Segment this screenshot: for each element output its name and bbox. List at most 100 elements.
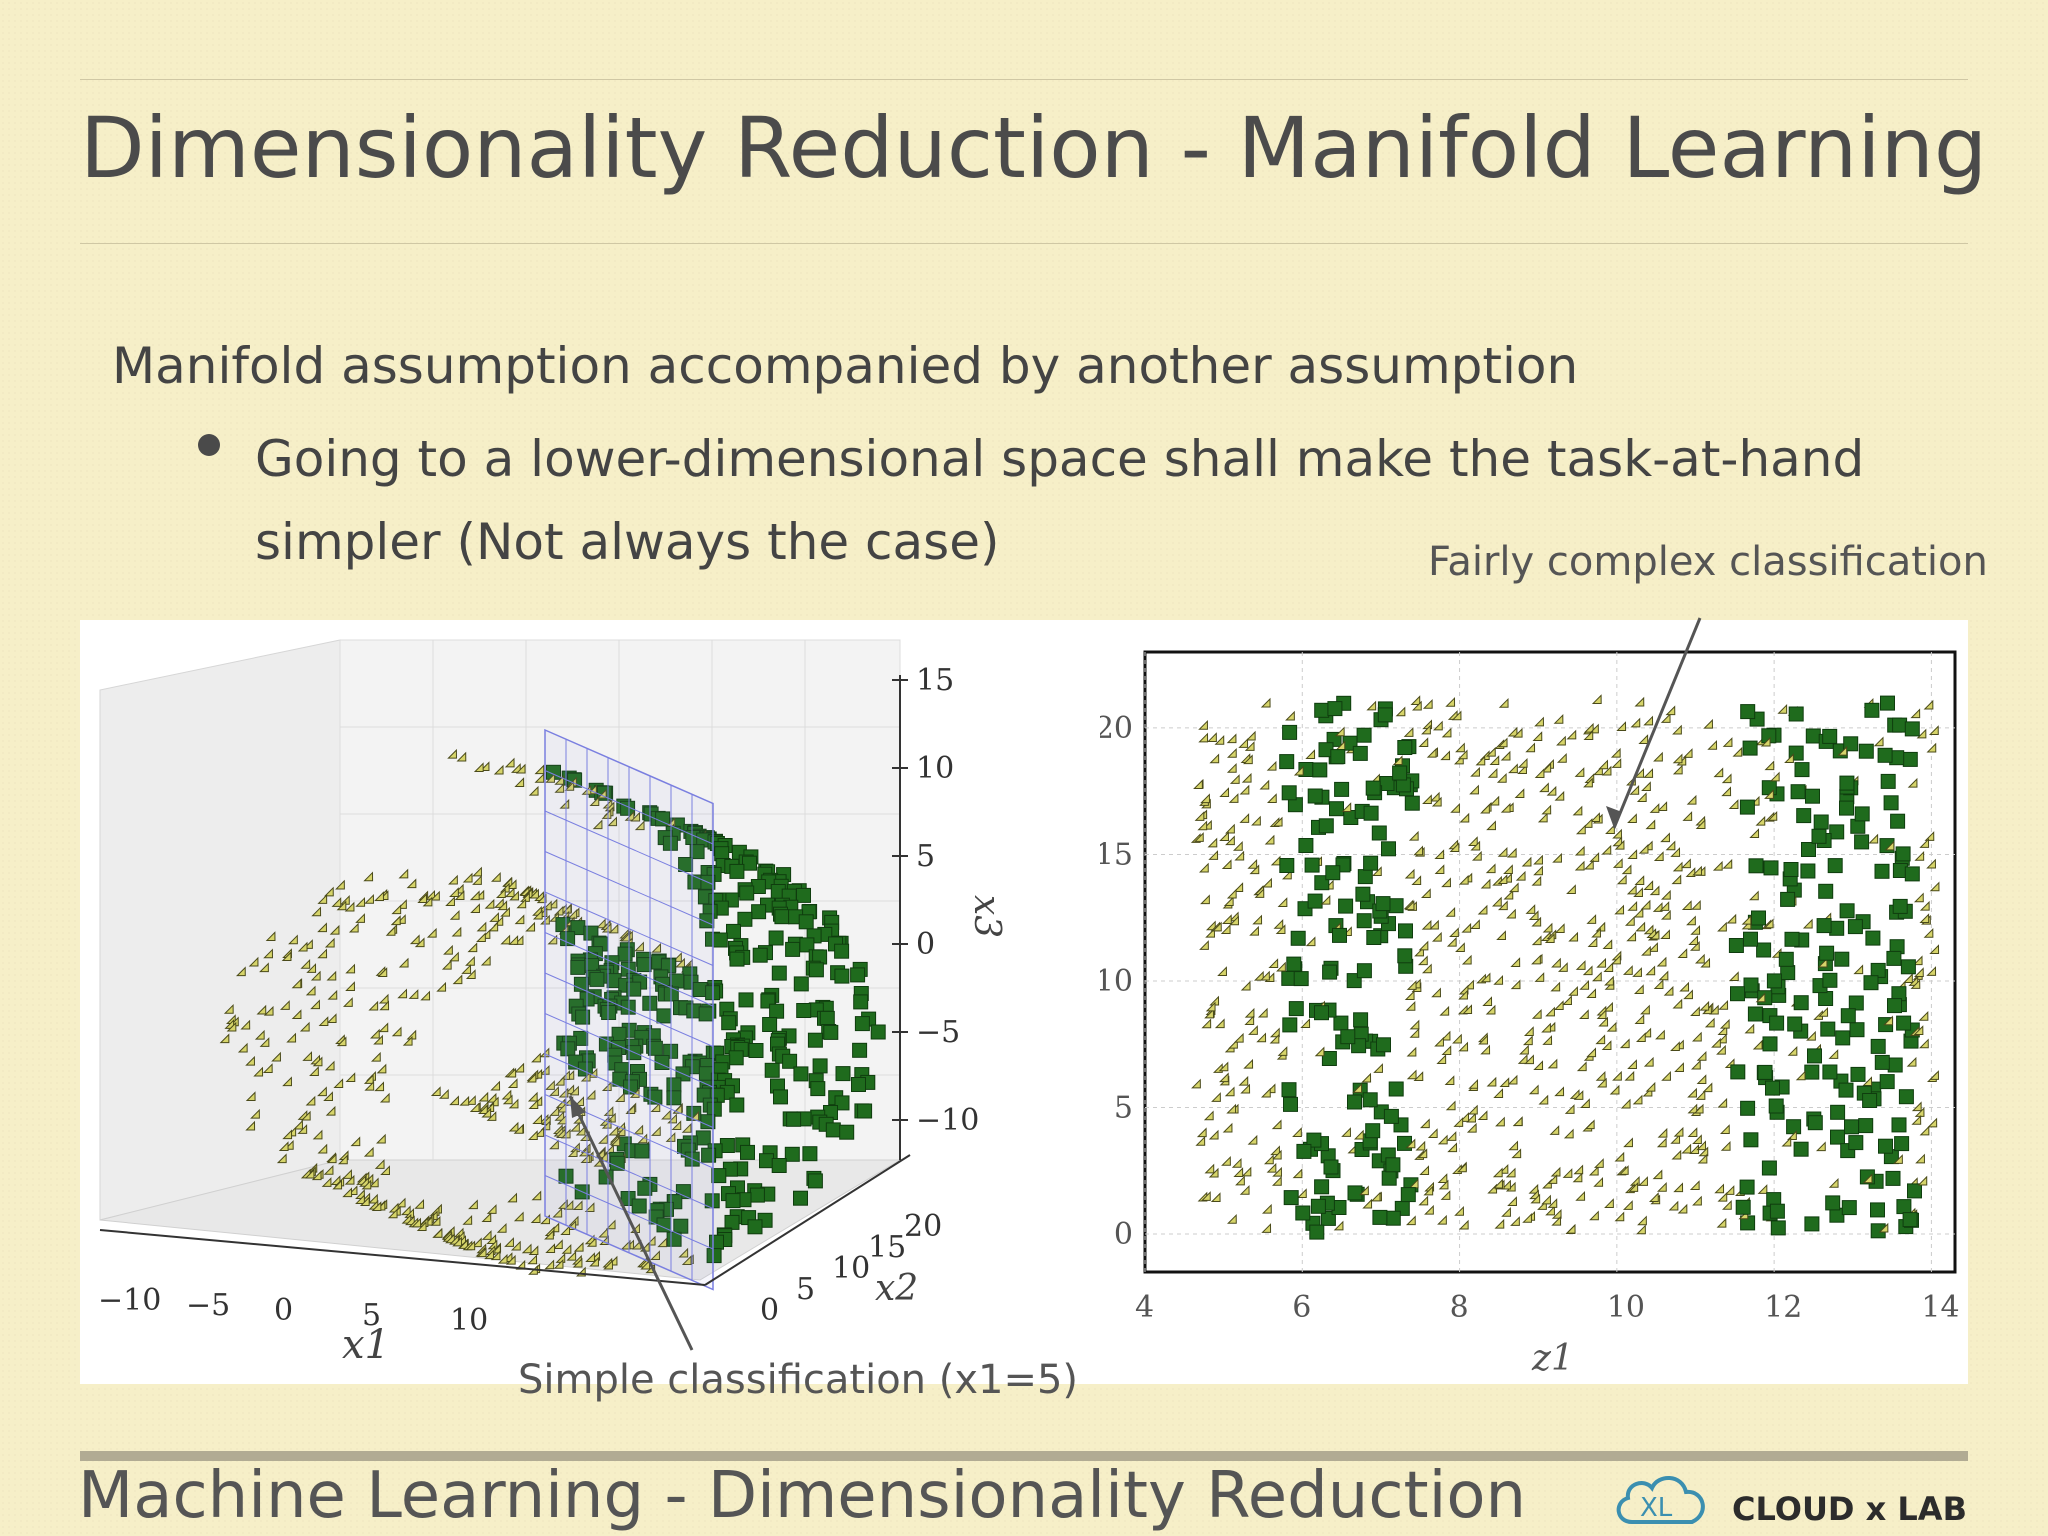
point-triangle <box>1449 842 1460 852</box>
point-triangle <box>344 1174 355 1185</box>
point-square <box>742 855 757 871</box>
point-square <box>1848 995 1864 1011</box>
point-square <box>1843 736 1859 752</box>
point-triangle <box>271 1051 281 1062</box>
point-triangle <box>1576 1061 1587 1072</box>
point-triangle <box>1248 1025 1258 1035</box>
point-triangle <box>461 964 472 974</box>
point-triangle <box>406 878 417 889</box>
point-triangle <box>549 1139 559 1150</box>
point-triangle <box>1247 858 1258 869</box>
point-square <box>1312 762 1328 778</box>
point-square <box>1778 951 1794 967</box>
point-triangle <box>1468 1078 1479 1089</box>
point-triangle <box>1244 1007 1255 1018</box>
point-triangle <box>1700 957 1711 968</box>
point-square <box>1834 951 1850 967</box>
point-triangle <box>1229 915 1239 926</box>
point-triangle <box>1512 727 1523 738</box>
point-triangle <box>486 1234 497 1244</box>
point-triangle <box>601 1081 612 1092</box>
point-square <box>1397 948 1413 964</box>
point-triangle <box>1238 738 1249 748</box>
point-triangle <box>1551 1215 1562 1226</box>
point-triangle <box>402 1035 413 1046</box>
point-triangle <box>527 1254 538 1265</box>
point-triangle <box>385 925 396 936</box>
point-triangle <box>1452 1033 1462 1044</box>
point-triangle <box>1562 1168 1573 1178</box>
point-triangle <box>547 934 558 945</box>
point-triangle <box>1553 1000 1564 1011</box>
point-square <box>1288 1001 1304 1017</box>
x3-tick-label: 10 <box>916 751 954 786</box>
point-triangle <box>1271 1149 1282 1160</box>
point-square <box>1766 973 1782 989</box>
point-triangle <box>1603 1001 1613 1012</box>
point-triangle <box>1748 890 1759 901</box>
point-triangle <box>1493 1178 1503 1189</box>
point-triangle <box>1670 1041 1680 1052</box>
point-triangle <box>1696 1050 1707 1061</box>
point-triangle <box>1528 1084 1539 1095</box>
point-triangle <box>1440 750 1451 761</box>
point-triangle <box>368 1177 379 1188</box>
point-triangle <box>1681 1143 1692 1154</box>
point-square <box>1807 1048 1822 1064</box>
point-triangle <box>1913 892 1924 903</box>
point-triangle <box>325 1105 336 1116</box>
point-square <box>1894 1136 1910 1152</box>
point-square <box>835 1066 851 1082</box>
point-square <box>1820 1021 1836 1037</box>
point-triangle <box>569 1085 579 1096</box>
logo-mark: XL <box>1640 1493 1673 1523</box>
point-triangle <box>300 1110 311 1121</box>
point-triangle <box>1485 746 1496 757</box>
x2-tick-label: 10 <box>832 1251 870 1286</box>
point-square <box>636 957 652 973</box>
point-triangle <box>281 951 292 962</box>
point-triangle <box>1198 862 1209 873</box>
point-square <box>678 857 694 872</box>
point-triangle <box>1648 1192 1659 1202</box>
point-triangle <box>1910 708 1921 719</box>
point-triangle <box>1486 820 1496 831</box>
point-square <box>852 1042 868 1058</box>
point-triangle <box>282 1076 292 1087</box>
point-triangle <box>1477 1110 1488 1121</box>
point-triangle <box>481 1107 492 1118</box>
point-triangle <box>259 962 269 973</box>
point-triangle <box>387 1208 398 1219</box>
point-triangle <box>1507 726 1518 737</box>
point-triangle <box>1590 812 1600 822</box>
point-triangle <box>1457 749 1468 760</box>
point-triangle <box>1218 1061 1229 1072</box>
point-triangle <box>1670 847 1681 857</box>
point-triangle <box>1320 894 1331 905</box>
point-triangle <box>1556 752 1567 763</box>
point-triangle <box>1511 1148 1522 1159</box>
point-triangle <box>549 1106 560 1116</box>
point-triangle <box>1208 1129 1219 1140</box>
point-triangle <box>1908 976 1919 986</box>
point-square <box>1858 1118 1874 1134</box>
x1-tick-label: 0 <box>274 1293 293 1328</box>
logo-text: CLOUD x LAB <box>1732 1490 1967 1528</box>
point-triangle <box>1219 787 1230 797</box>
point-square <box>1740 1100 1756 1116</box>
point-triangle <box>1205 1001 1216 1012</box>
point-triangle <box>1404 900 1415 911</box>
point-triangle <box>1655 1029 1665 1040</box>
point-square <box>1854 806 1870 822</box>
point-triangle <box>248 956 259 967</box>
point-triangle <box>1679 981 1690 992</box>
point-triangle <box>1643 880 1654 890</box>
point-triangle <box>1413 1071 1424 1081</box>
point-triangle <box>1658 970 1669 981</box>
point-triangle <box>1285 710 1295 721</box>
point-triangle <box>1681 900 1692 910</box>
point-triangle <box>1305 936 1316 947</box>
point-triangle <box>1198 732 1209 743</box>
point-triangle <box>486 1111 497 1121</box>
point-triangle <box>1671 1149 1682 1160</box>
